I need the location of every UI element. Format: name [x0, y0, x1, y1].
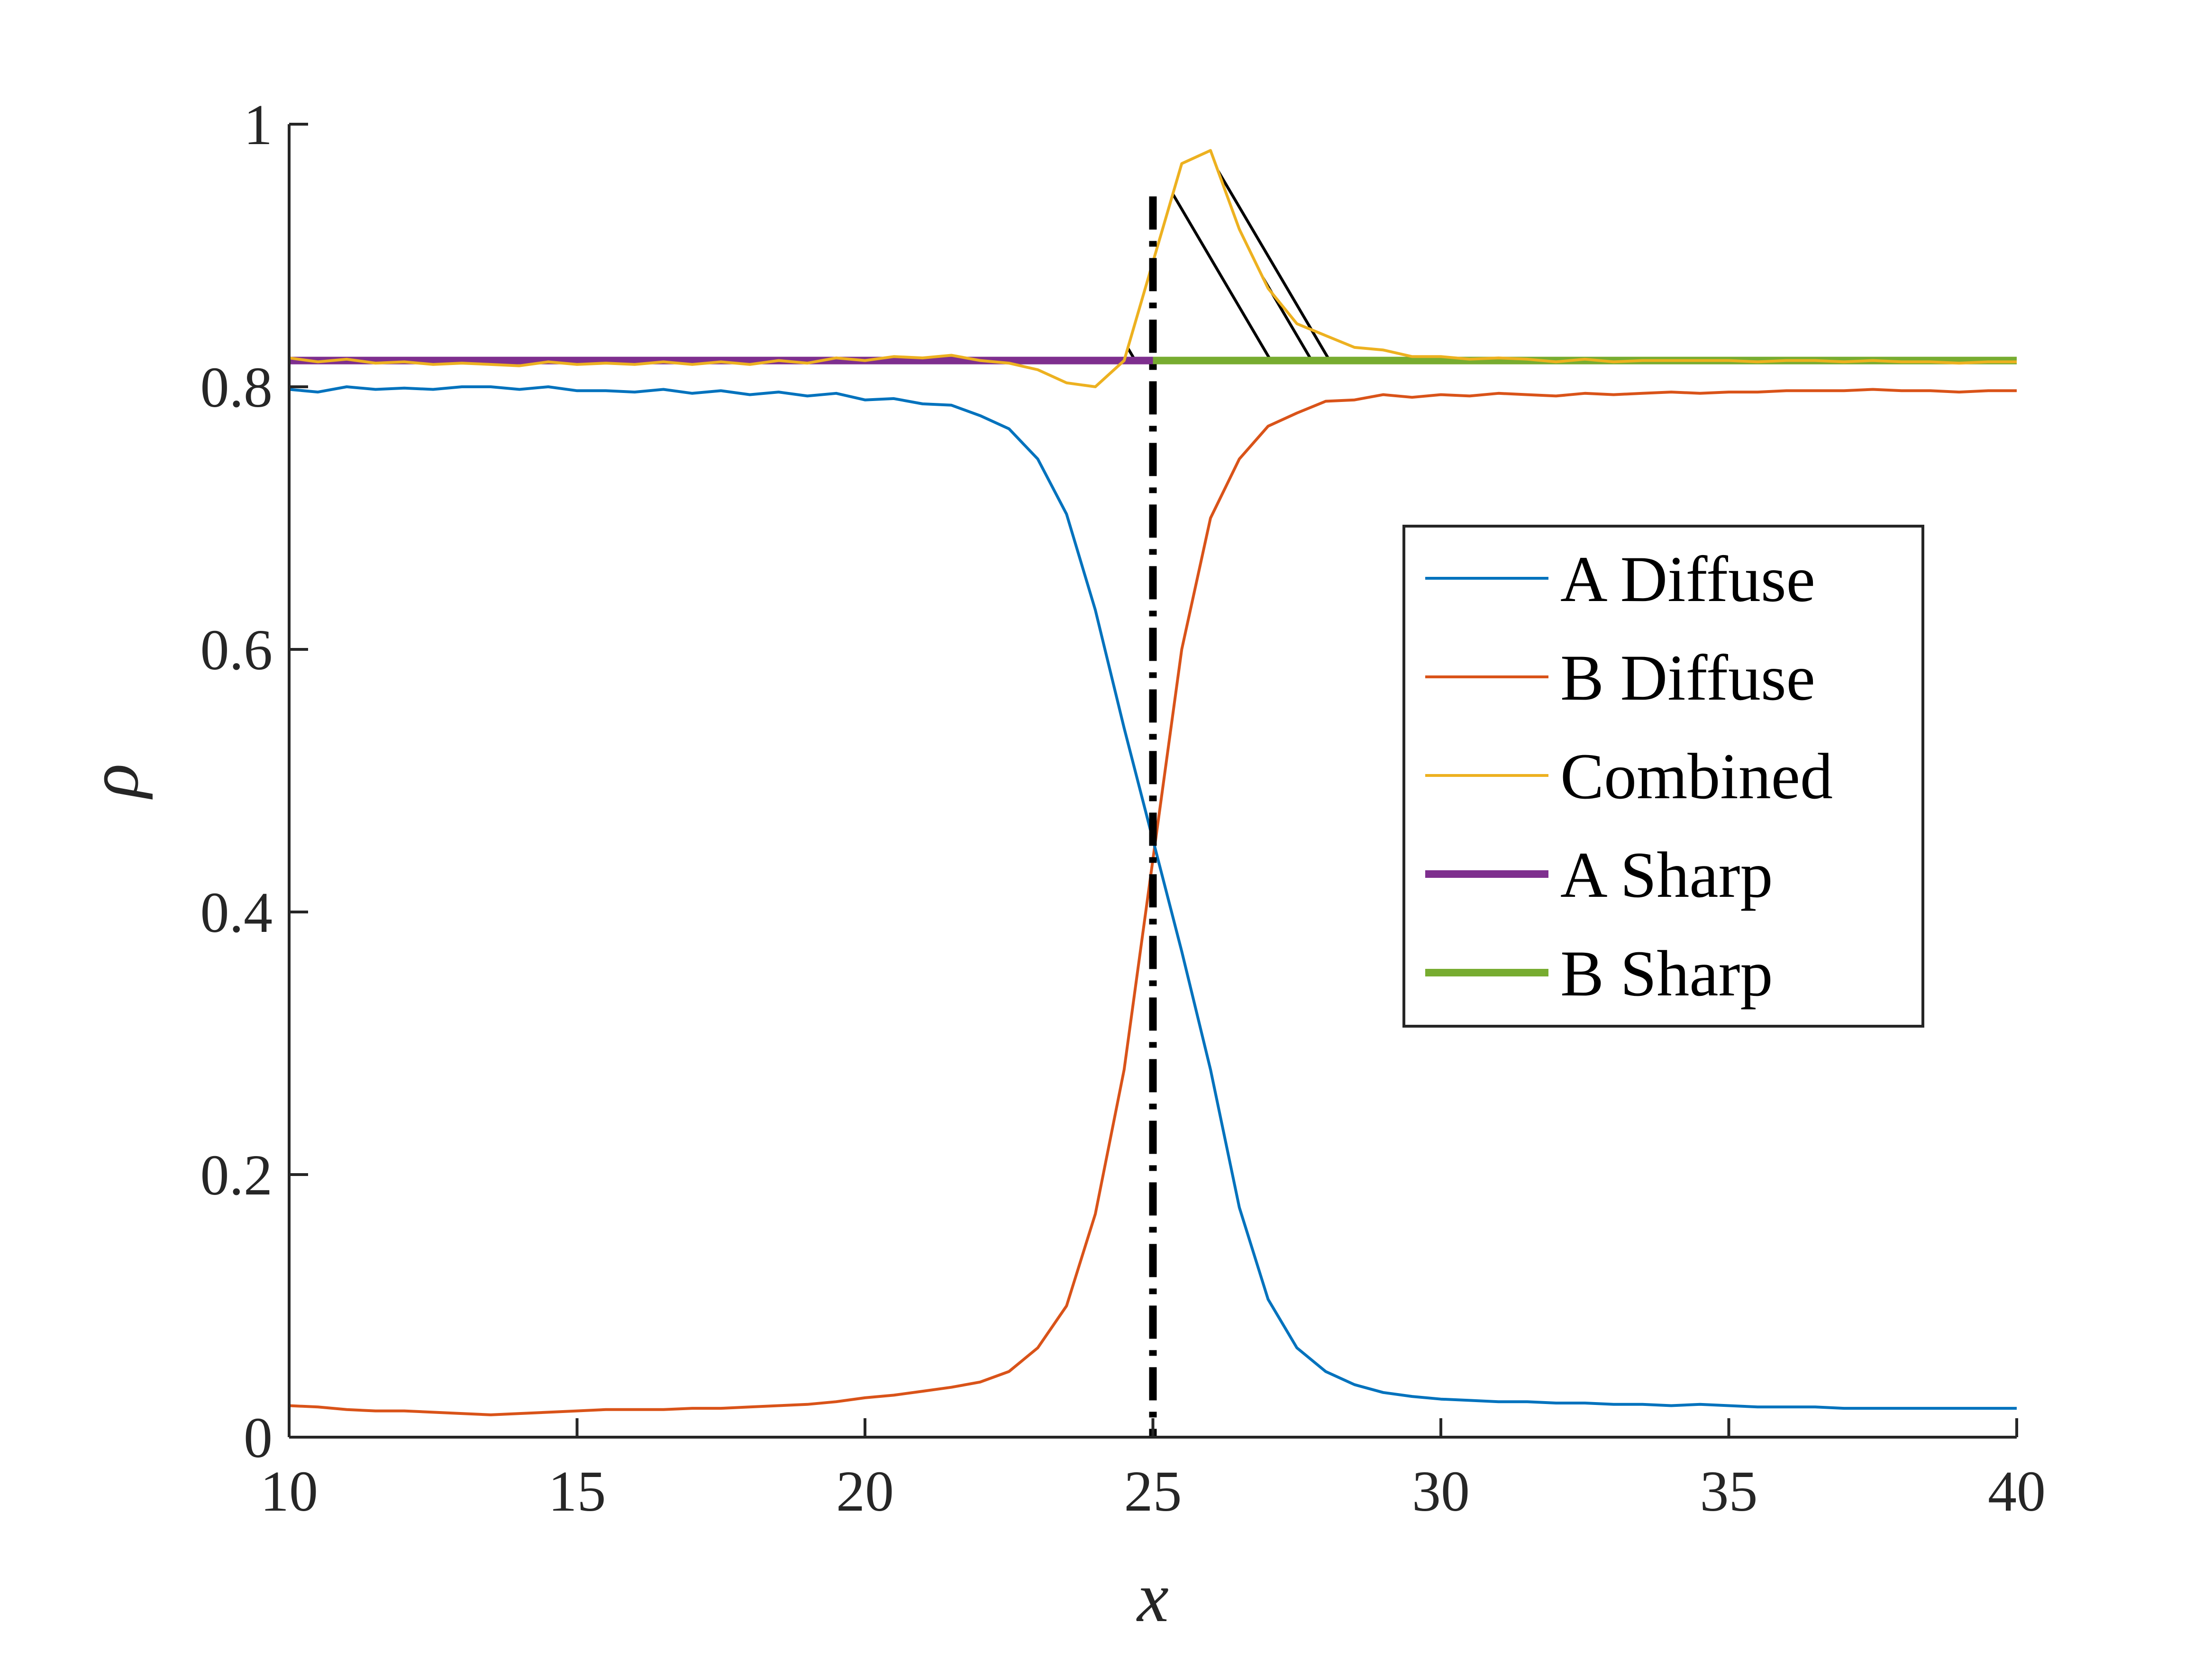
hatch-stroke [1171, 193, 1272, 362]
x-tick-label: 30 [1412, 1459, 1470, 1523]
legend-label-b-diffuse: B Diffuse [1560, 641, 1815, 714]
x-tick-label: 40 [1988, 1459, 2046, 1523]
legend-box [1402, 525, 1924, 1028]
x-tick-label: 35 [1700, 1459, 1758, 1523]
y-tick-label: 0 [244, 1406, 273, 1470]
y-tick-label: 0.2 [200, 1143, 273, 1207]
legend-label-a-sharp: A Sharp [1560, 839, 1773, 911]
legend-label-combined: Combined [1560, 740, 1833, 812]
x-tick-label: 15 [548, 1459, 606, 1523]
legend-label-a-diffuse: A Diffuse [1560, 543, 1815, 615]
y-axis-label: ρ [74, 764, 153, 800]
legend-label-b-sharp: B Sharp [1560, 937, 1773, 1010]
x-axis-label: x [1136, 1558, 1169, 1637]
y-tick-label: 0.8 [200, 356, 273, 419]
y-tick-label: 0.6 [200, 618, 273, 682]
x-tick-label: 25 [1124, 1459, 1182, 1523]
x-tick-label: 10 [260, 1459, 318, 1523]
axes: 10 15 20 25 30 35 40 0 0.2 0.4 0.6 0.8 1 [200, 93, 2046, 1523]
y-tick-label: 1 [244, 93, 273, 157]
y-tick-label: 0.4 [200, 881, 273, 945]
legend: A Diffuse B Diffuse Combined A Sharp B Sharp [1402, 525, 1924, 1028]
x-tick-label: 20 [836, 1459, 894, 1523]
